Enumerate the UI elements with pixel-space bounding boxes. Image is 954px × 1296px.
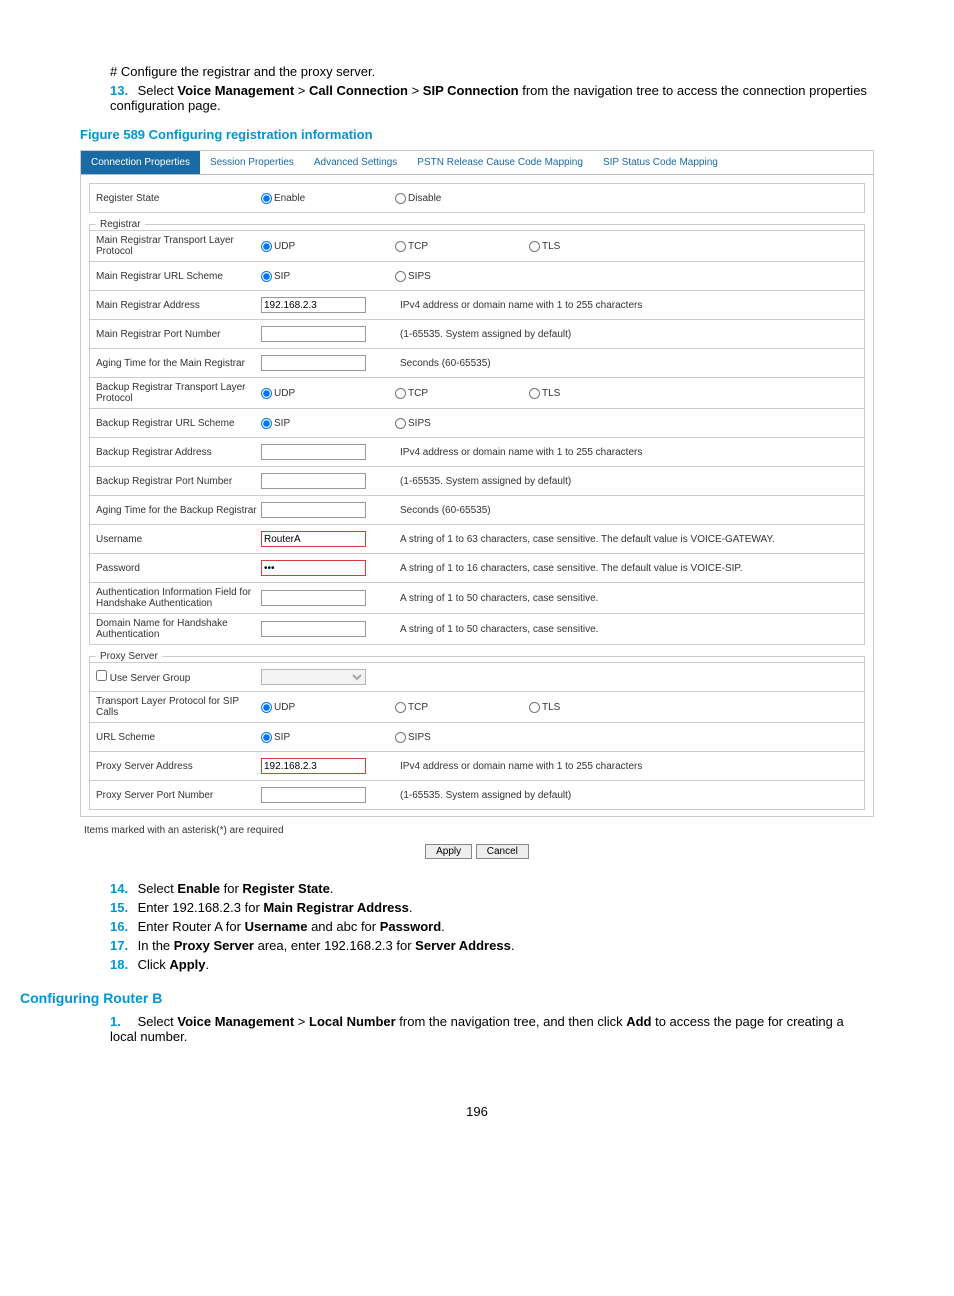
select-server-group[interactable] [261,669,366,685]
input-main-addr[interactable] [261,297,366,313]
radio-backup-tcp[interactable] [395,388,406,399]
hint-password: A string of 1 to 16 characters, case sen… [400,563,743,574]
label-backup-addr: Backup Registrar Address [96,447,261,458]
radio-proxy-tcp[interactable] [395,702,406,713]
label-backup-tlp: Backup Registrar Transport Layer Protoco… [96,382,261,404]
input-aging-backup[interactable] [261,502,366,518]
input-backup-addr[interactable] [261,444,366,460]
step-16: 16. Enter Router A for Username and abc … [110,919,874,934]
screenshot-panel: Connection Properties Session Properties… [80,150,874,817]
tab-sip-status-mapping[interactable]: SIP Status Code Mapping [593,151,728,174]
label-proxy-addr: Proxy Server Address [96,761,261,772]
hint-auth50: A string of 1 to 50 characters, case sen… [400,593,598,604]
radio-backup-sips[interactable] [395,418,406,429]
step-13: 13. Select Voice Management > Call Conne… [110,83,874,113]
cancel-button[interactable]: Cancel [476,844,529,859]
button-bar: Apply Cancel [80,836,874,865]
radio-main-sips[interactable] [395,271,406,282]
label-username: Username [96,534,261,545]
hint-ipv4-2: IPv4 address or domain name with 1 to 25… [400,447,642,458]
label-aging-main: Aging Time for the Main Registrar [96,358,261,369]
label-main-tlp: Main Registrar Transport Layer Protocol [96,235,261,257]
label-proxy-port: Proxy Server Port Number [96,790,261,801]
hint-username: A string of 1 to 63 characters, case sen… [400,534,775,545]
step-14: 14. Select Enable for Register State. [110,881,874,896]
radio-main-tcp[interactable] [395,241,406,252]
hint-auth50-2: A string of 1 to 50 characters, case sen… [400,624,598,635]
input-auth-info[interactable] [261,590,366,606]
label-url-scheme: URL Scheme [96,732,261,743]
legend-registrar: Registrar [96,219,145,230]
input-proxy-addr[interactable] [261,758,366,774]
radio-proxy-tls[interactable] [529,702,540,713]
router-b-step-1: 1. Select Voice Management > Local Numbe… [110,1014,874,1044]
input-password[interactable] [261,560,366,576]
input-aging-main[interactable] [261,355,366,371]
checkbox-use-sg[interactable] [96,670,107,681]
figure-caption: Figure 589 Configuring registration info… [80,127,874,142]
heading-router-b: Configuring Router B [20,990,874,1006]
step-text: Select Voice Management > Call Connectio… [110,83,867,113]
label-main-url-scheme: Main Registrar URL Scheme [96,271,261,282]
step-15: 15. Enter 192.168.2.3 for Main Registrar… [110,900,874,915]
input-proxy-port[interactable] [261,787,366,803]
input-username[interactable] [261,531,366,547]
radio-main-tls[interactable] [529,241,540,252]
tab-session-properties[interactable]: Session Properties [200,151,304,174]
tab-advanced-settings[interactable]: Advanced Settings [304,151,407,174]
hint-seconds-2: Seconds (60-65535) [400,505,491,516]
hint-ipv4-3: IPv4 address or domain name with 1 to 25… [400,761,642,772]
hint-seconds: Seconds (60-65535) [400,358,491,369]
step-number: 13. [110,83,134,98]
radio-backup-tls[interactable] [529,388,540,399]
radio-proxy-udp[interactable] [261,702,272,713]
hint-port: (1-65535. System assigned by default) [400,329,571,340]
tab-bar: Connection Properties Session Properties… [81,151,873,175]
radio-proxy-sips[interactable] [395,732,406,743]
label-main-port: Main Registrar Port Number [96,329,261,340]
label-domain-hs: Domain Name for Handshake Authentication [96,618,261,640]
hint-ipv4: IPv4 address or domain name with 1 to 25… [400,300,642,311]
radio-main-sip[interactable] [261,271,272,282]
hint-port-2: (1-65535. System assigned by default) [400,476,571,487]
label-backup-port: Backup Registrar Port Number [96,476,261,487]
apply-button[interactable]: Apply [425,844,472,859]
tab-connection-properties[interactable]: Connection Properties [81,151,200,174]
required-note: Items marked with an asterisk(*) are req… [84,825,874,836]
radio-backup-sip[interactable] [261,418,272,429]
fieldset-registrar: Registrar Main Registrar Transport Layer… [89,219,865,645]
radio-enable[interactable] [261,193,272,204]
step-17: 17. In the Proxy Server area, enter 192.… [110,938,874,953]
radio-proxy-sip[interactable] [261,732,272,743]
radio-main-udp[interactable] [261,241,272,252]
label-main-addr: Main Registrar Address [96,300,261,311]
radio-backup-udp[interactable] [261,388,272,399]
radio-disable[interactable] [395,193,406,204]
fieldset-proxy: Proxy Server Use Server Group Transport … [89,651,865,810]
input-main-port[interactable] [261,326,366,342]
label-aging-backup: Aging Time for the Backup Registrar [96,505,261,516]
label-use-sg: Use Server Group [96,670,261,684]
label-backup-url-scheme: Backup Registrar URL Scheme [96,418,261,429]
step-18: 18. Click Apply. [110,957,874,972]
input-backup-port[interactable] [261,473,366,489]
label-tlp-sip: Transport Layer Protocol for SIP Calls [96,696,261,718]
row-register-state: Register State Enable Disable [89,183,865,213]
input-domain-hs[interactable] [261,621,366,637]
label-password: Password [96,563,261,574]
comment-line: # Configure the registrar and the proxy … [110,64,874,79]
page-number: 196 [80,1104,874,1119]
hint-port-3: (1-65535. System assigned by default) [400,790,571,801]
tab-pstn-mapping[interactable]: PSTN Release Cause Code Mapping [407,151,593,174]
legend-proxy: Proxy Server [96,651,162,662]
label-register-state: Register State [96,193,261,204]
label-auth-info: Authentication Information Field for Han… [96,587,261,609]
